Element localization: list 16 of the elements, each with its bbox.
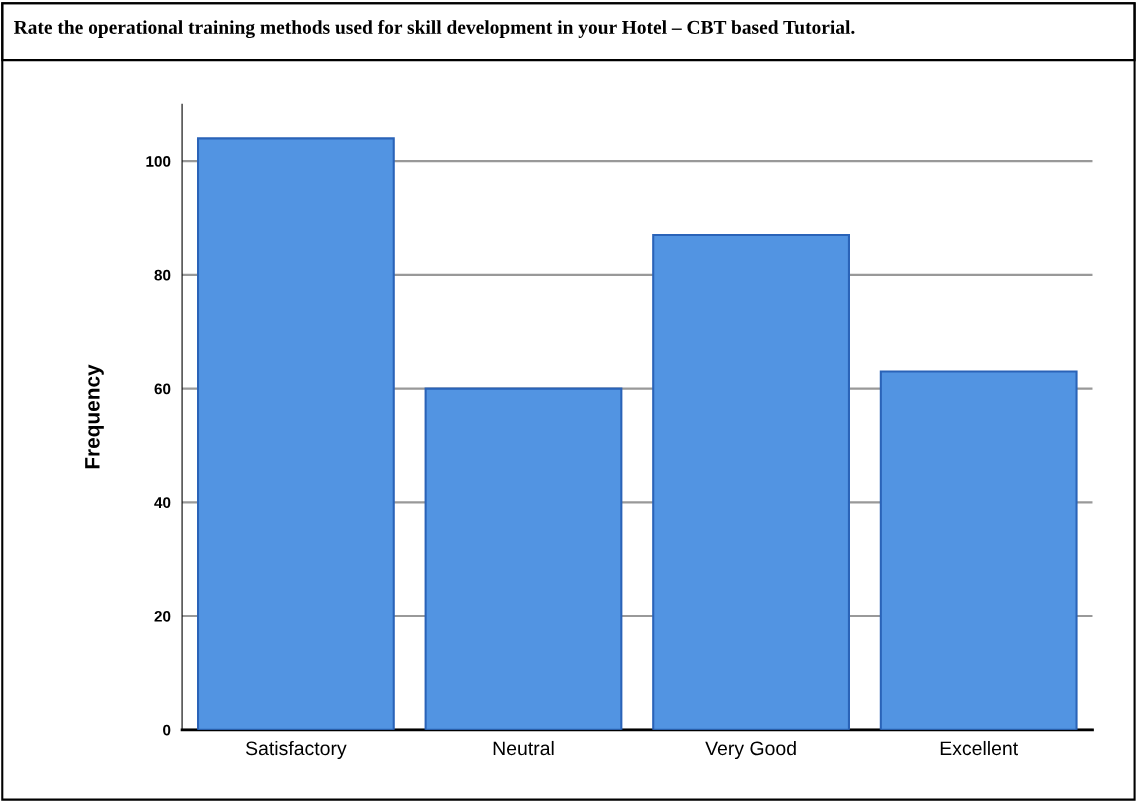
x-tick-label: Excellent <box>940 740 1018 756</box>
bar <box>652 234 850 730</box>
chart-title: Rate the operational training methods used for skill development in your Hotel – CBT based Tutorial. <box>13 20 855 39</box>
y-axis-title: Frequency <box>85 364 104 469</box>
y-tick-label: 0 <box>163 724 171 736</box>
x-tick-label: Very Good <box>705 740 796 760</box>
y-tick-label: 80 <box>154 269 171 281</box>
bar <box>424 387 623 730</box>
x-tick-label: Neutral <box>493 740 554 756</box>
bar <box>196 137 395 730</box>
y-tick-label: 20 <box>154 610 171 622</box>
bar <box>879 370 1078 730</box>
y-tick-label: 100 <box>146 156 171 167</box>
y-tick-label: 60 <box>154 383 171 395</box>
y-tick-label: 40 <box>154 497 171 509</box>
x-tick-label: Satisfactory <box>245 740 347 760</box>
